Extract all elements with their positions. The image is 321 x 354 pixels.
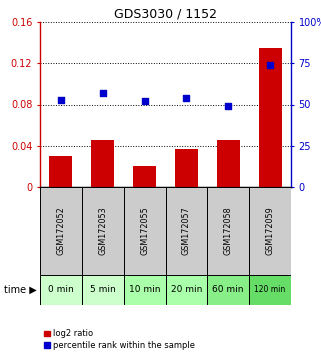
Point <box>267 62 273 68</box>
Text: GSM172059: GSM172059 <box>265 207 274 255</box>
Title: GDS3030 / 1152: GDS3030 / 1152 <box>114 8 217 21</box>
Bar <box>207 275 249 305</box>
Text: 5 min: 5 min <box>90 285 116 295</box>
Bar <box>49 156 73 187</box>
Bar <box>175 149 198 187</box>
Bar <box>40 275 82 305</box>
Text: 0 min: 0 min <box>48 285 74 295</box>
Text: 120 min: 120 min <box>255 285 286 295</box>
Point <box>58 97 64 102</box>
Text: time ▶: time ▶ <box>4 285 37 295</box>
Bar <box>207 187 249 275</box>
Text: GSM172053: GSM172053 <box>98 207 107 255</box>
Point <box>226 103 231 109</box>
Bar <box>91 139 114 187</box>
Bar <box>217 139 240 187</box>
Bar <box>82 187 124 275</box>
Bar <box>249 187 291 275</box>
Bar <box>133 166 156 187</box>
Text: GSM172055: GSM172055 <box>140 207 149 255</box>
Bar <box>124 275 166 305</box>
Point <box>142 98 147 104</box>
Bar <box>166 275 207 305</box>
Point <box>184 95 189 101</box>
Text: 60 min: 60 min <box>213 285 244 295</box>
Bar <box>40 187 82 275</box>
Bar <box>249 275 291 305</box>
Legend: log2 ratio, percentile rank within the sample: log2 ratio, percentile rank within the s… <box>44 329 195 350</box>
Text: GSM172057: GSM172057 <box>182 207 191 255</box>
Text: 20 min: 20 min <box>171 285 202 295</box>
Text: GSM172052: GSM172052 <box>56 207 65 255</box>
Bar <box>259 48 282 187</box>
Point <box>100 90 105 96</box>
Text: 10 min: 10 min <box>129 285 160 295</box>
Bar <box>82 275 124 305</box>
Bar <box>166 187 207 275</box>
Text: GSM172058: GSM172058 <box>224 207 233 255</box>
Bar <box>124 187 166 275</box>
